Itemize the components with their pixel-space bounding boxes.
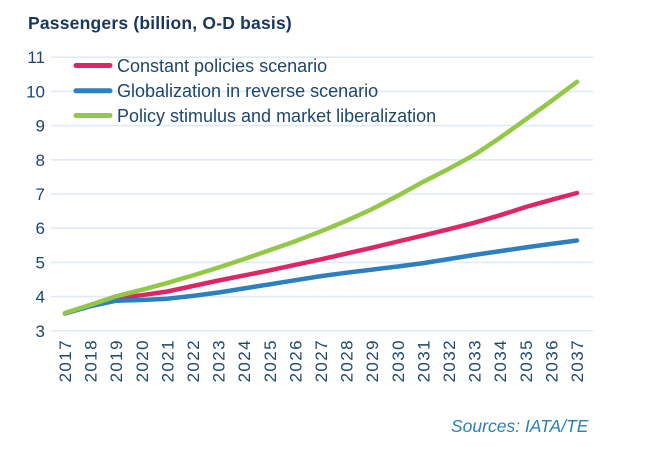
y-tick-label: 7 — [36, 185, 45, 204]
y-tick-label: 11 — [27, 48, 45, 67]
y-tick-label: 9 — [36, 117, 45, 136]
x-tick-label: 2037 — [568, 339, 587, 382]
x-tick-label: 2034 — [491, 339, 510, 382]
y-tick-label: 10 — [26, 82, 45, 101]
x-tick-label: 2026 — [286, 339, 305, 382]
x-tick-label: 2024 — [235, 339, 254, 382]
series-line-1 — [62, 190, 580, 316]
x-tick-label: 2021 — [158, 339, 177, 382]
legend-label: Globalization in reverse scenario — [117, 81, 378, 101]
x-tick-label: 2018 — [82, 339, 101, 382]
x-tick-label: 2023 — [210, 339, 229, 382]
x-tick-label: 2030 — [389, 339, 408, 382]
x-tick-label: 2036 — [542, 339, 561, 382]
series-line-3 — [62, 79, 580, 316]
x-tick-label: 2019 — [107, 339, 126, 382]
x-tick-label: 2029 — [363, 339, 382, 382]
x-tick-label: 2033 — [466, 339, 485, 382]
x-tick-label: 2025 — [261, 339, 280, 382]
x-tick-label: 2035 — [517, 339, 536, 382]
legend-label: Policy stimulus and market liberalizatio… — [117, 106, 436, 126]
series-line-2 — [62, 238, 580, 316]
x-tick-label: 2027 — [312, 339, 331, 382]
x-tick-label: 2017 — [56, 339, 75, 382]
chart-title: Passengers (billion, O-D basis) — [28, 13, 292, 33]
y-tick-label: 3 — [36, 322, 45, 341]
sources-caption: Sources: IATA/TE — [451, 416, 589, 436]
x-tick-label: 2020 — [133, 339, 152, 382]
y-tick-label: 4 — [36, 288, 45, 307]
legend-label: Constant policies scenario — [117, 56, 327, 76]
y-tick-label: 6 — [36, 219, 45, 238]
x-tick-label: 2022 — [184, 339, 203, 382]
y-tick-label: 5 — [36, 253, 45, 272]
x-tick-label: 2032 — [440, 339, 459, 382]
x-tick-label: 2028 — [338, 339, 357, 382]
y-tick-label: 8 — [36, 151, 45, 170]
x-tick-label: 2031 — [414, 339, 433, 382]
